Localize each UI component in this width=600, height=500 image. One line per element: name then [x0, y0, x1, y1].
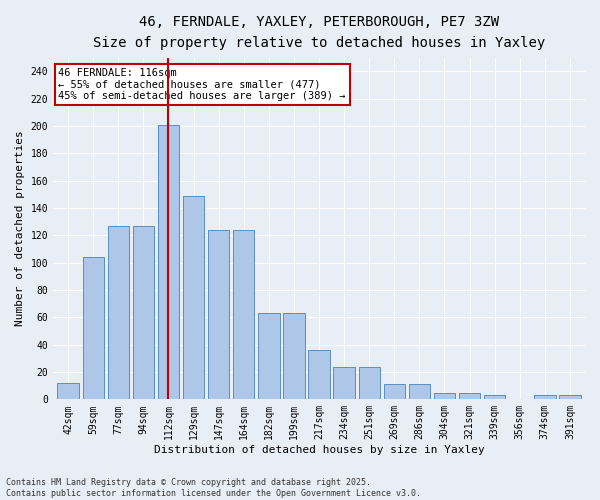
Bar [334, 366, 355, 400]
Bar [308, 350, 329, 400]
Bar [383, 384, 405, 400]
Bar [133, 226, 154, 400]
Bar [459, 392, 480, 400]
Bar [283, 313, 305, 400]
Bar [83, 257, 104, 400]
Bar [409, 384, 430, 400]
Title: 46, FERNDALE, YAXLEY, PETERBOROUGH, PE7 3ZW
Size of property relative to detache: 46, FERNDALE, YAXLEY, PETERBOROUGH, PE7 … [93, 15, 545, 50]
Bar [183, 196, 204, 400]
Text: 46 FERNDALE: 116sqm
← 55% of detached houses are smaller (477)
45% of semi-detac: 46 FERNDALE: 116sqm ← 55% of detached ho… [58, 68, 346, 101]
Bar [359, 366, 380, 400]
Bar [434, 392, 455, 400]
Bar [258, 313, 280, 400]
Y-axis label: Number of detached properties: Number of detached properties [15, 130, 25, 326]
X-axis label: Distribution of detached houses by size in Yaxley: Distribution of detached houses by size … [154, 445, 484, 455]
Bar [107, 226, 129, 400]
Bar [559, 395, 581, 400]
Bar [158, 124, 179, 400]
Bar [484, 395, 505, 400]
Bar [208, 230, 229, 400]
Text: Contains HM Land Registry data © Crown copyright and database right 2025.
Contai: Contains HM Land Registry data © Crown c… [6, 478, 421, 498]
Bar [534, 395, 556, 400]
Bar [58, 383, 79, 400]
Bar [233, 230, 254, 400]
